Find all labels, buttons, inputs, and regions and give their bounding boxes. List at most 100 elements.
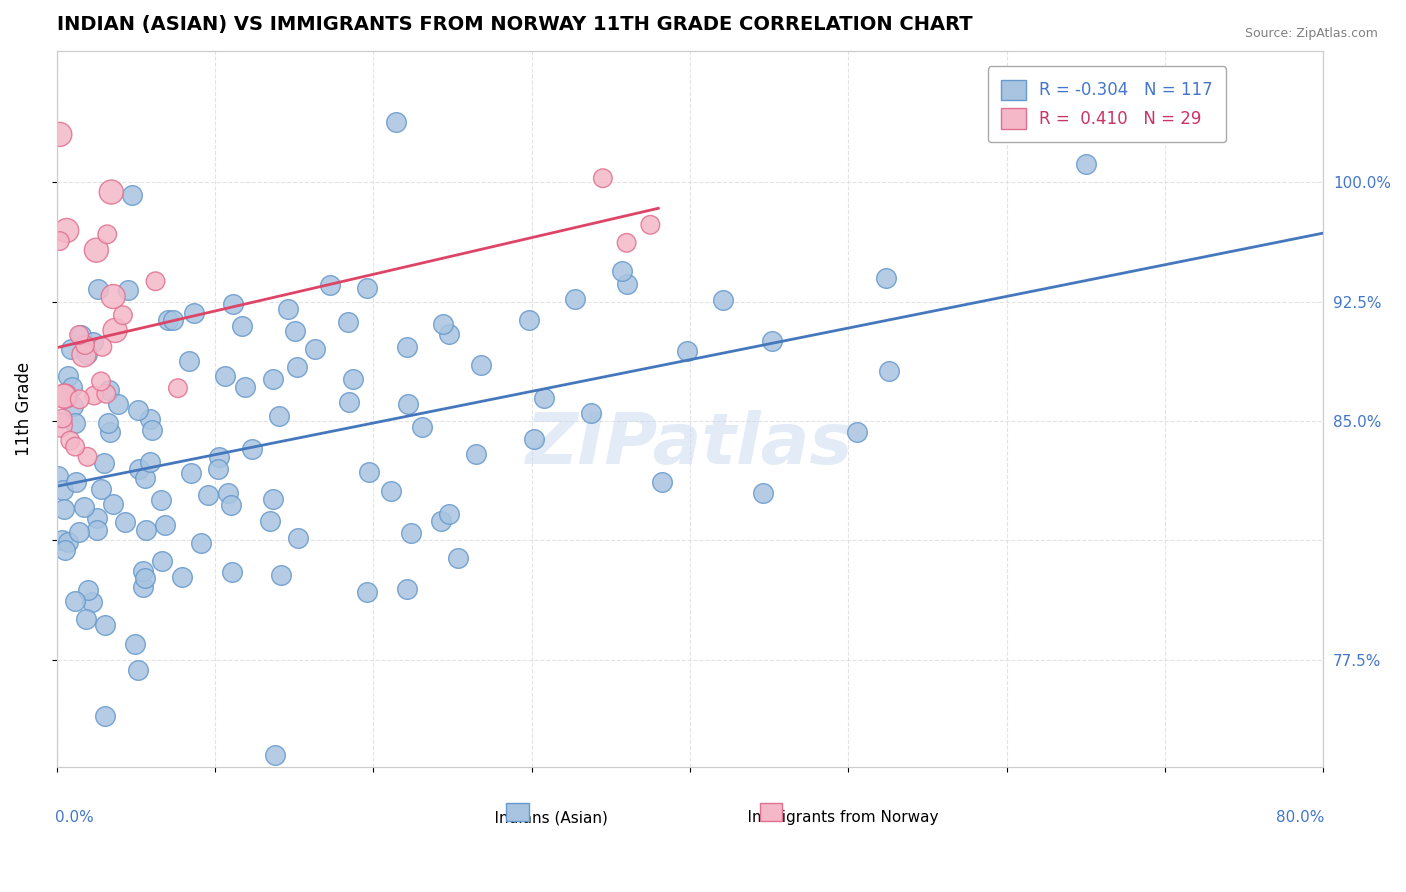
Point xyxy=(752,485,775,500)
Point xyxy=(517,312,540,326)
Point xyxy=(150,492,173,507)
Point xyxy=(180,466,202,480)
Point xyxy=(135,524,157,538)
Point xyxy=(94,618,117,632)
Text: Immigrants from Norway: Immigrants from Norway xyxy=(728,810,938,825)
Point xyxy=(877,364,900,378)
Point xyxy=(651,475,673,489)
Point xyxy=(287,531,309,545)
Point xyxy=(83,388,105,402)
Point xyxy=(134,571,156,585)
Point xyxy=(56,534,79,549)
Point xyxy=(134,471,156,485)
Point xyxy=(319,278,342,293)
Point xyxy=(221,565,243,579)
Point xyxy=(411,419,433,434)
Point xyxy=(53,501,76,516)
Point xyxy=(153,517,176,532)
Point xyxy=(875,271,897,285)
Point xyxy=(233,380,256,394)
Text: 0.0%: 0.0% xyxy=(55,810,94,825)
Point xyxy=(62,400,84,414)
Y-axis label: 11th Grade: 11th Grade xyxy=(15,362,32,456)
Point xyxy=(761,334,783,348)
Point xyxy=(157,313,180,327)
Point xyxy=(59,434,82,448)
Point xyxy=(262,492,284,507)
Point xyxy=(150,554,173,568)
Point xyxy=(259,514,281,528)
Point xyxy=(65,475,87,490)
Point xyxy=(73,500,96,514)
Point xyxy=(93,456,115,470)
Point xyxy=(177,353,200,368)
Text: ZIPatlas: ZIPatlas xyxy=(526,410,853,479)
Point xyxy=(52,483,75,498)
Point xyxy=(93,709,115,723)
Point xyxy=(592,171,614,186)
Point xyxy=(231,319,253,334)
Point xyxy=(124,637,146,651)
Text: INDIAN (ASIAN) VS IMMIGRANTS FROM NORWAY 11TH GRADE CORRELATION CHART: INDIAN (ASIAN) VS IMMIGRANTS FROM NORWAY… xyxy=(56,15,972,34)
Point xyxy=(73,348,96,362)
Point xyxy=(395,582,418,596)
Point xyxy=(846,425,869,440)
Point xyxy=(49,417,72,432)
Point xyxy=(470,358,492,372)
Point xyxy=(90,482,112,496)
Point xyxy=(141,423,163,437)
Point xyxy=(63,440,86,454)
Point xyxy=(219,498,242,512)
Point xyxy=(385,115,408,129)
Point xyxy=(69,392,91,407)
Point xyxy=(91,340,114,354)
Point xyxy=(437,507,460,521)
Point xyxy=(132,580,155,594)
Point xyxy=(127,663,149,677)
Point xyxy=(162,312,184,326)
Point xyxy=(82,335,104,350)
Point xyxy=(145,274,167,288)
Point xyxy=(337,315,360,329)
Point xyxy=(82,595,104,609)
FancyBboxPatch shape xyxy=(506,803,529,821)
Point xyxy=(262,372,284,386)
Point xyxy=(711,293,734,307)
Legend: R = -0.304   N = 117, R =  0.410   N = 29: R = -0.304 N = 117, R = 0.410 N = 29 xyxy=(987,66,1226,142)
Point xyxy=(96,227,118,242)
Point xyxy=(75,611,97,625)
Point xyxy=(87,282,110,296)
Point xyxy=(104,323,127,337)
Point xyxy=(76,582,98,597)
Point xyxy=(52,411,75,425)
Point xyxy=(114,515,136,529)
Point xyxy=(49,234,72,248)
Point xyxy=(107,397,129,411)
Point xyxy=(437,327,460,342)
Point xyxy=(121,187,143,202)
Point xyxy=(97,417,120,431)
Point xyxy=(523,432,546,446)
Point xyxy=(73,338,96,352)
Point xyxy=(270,568,292,582)
Point xyxy=(304,342,326,356)
Point xyxy=(1074,156,1097,170)
Point xyxy=(76,346,98,360)
Point xyxy=(127,402,149,417)
Point xyxy=(267,409,290,423)
Point xyxy=(207,462,229,476)
Point xyxy=(132,564,155,578)
Point xyxy=(616,235,638,250)
Point xyxy=(337,394,360,409)
Point xyxy=(190,536,212,550)
Point xyxy=(96,386,118,401)
Point xyxy=(240,442,263,456)
Point xyxy=(103,497,125,511)
Point xyxy=(612,264,634,278)
Point xyxy=(464,447,486,461)
Point xyxy=(399,525,422,540)
Point xyxy=(284,325,307,339)
Point xyxy=(183,305,205,319)
Point xyxy=(86,243,108,257)
Point xyxy=(217,486,239,500)
